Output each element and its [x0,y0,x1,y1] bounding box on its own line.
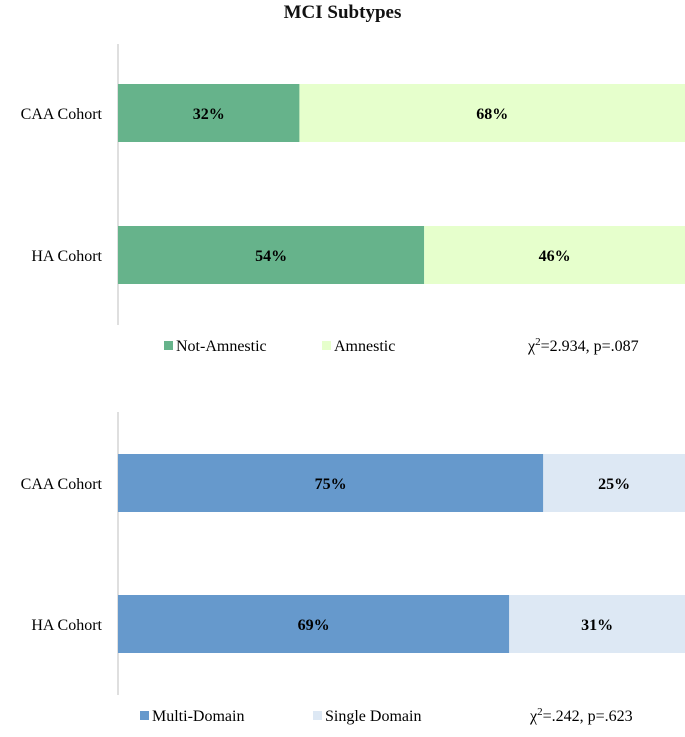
legend-label: Not-Amnestic [176,338,267,355]
bar-segment [118,226,425,284]
data-label: 69% [298,617,330,634]
bar-segment [509,595,685,653]
legend-label: Single Domain [325,708,421,725]
data-label: 46% [539,248,571,265]
legend-label: Multi-Domain [152,708,244,725]
legend-swatch [322,341,331,350]
data-label: 68% [476,106,508,123]
legend-swatch [313,711,322,720]
stat-annotation: χ2=.242, p=.623 [529,706,633,725]
data-label: 31% [581,617,613,634]
bar-segment [299,84,685,142]
bar-segment [118,454,544,512]
category-label: HA Cohort [31,617,102,634]
data-label: 75% [315,476,347,493]
legend-swatch [164,341,173,350]
data-label: 25% [598,476,630,493]
data-label: 54% [255,248,287,265]
category-label: CAA Cohort [21,106,103,123]
bar-segment [118,595,510,653]
stat-annotation: χ2=2.934, p=.087 [527,336,639,355]
bar-segment [543,454,685,512]
bar-segment [424,226,685,284]
bar-segment [118,84,300,142]
category-label: HA Cohort [31,248,102,265]
category-label: CAA Cohort [21,476,103,493]
legend-swatch [140,711,149,720]
chart-title: MCI Subtypes [283,2,402,23]
legend-label: Amnestic [334,338,395,355]
data-label: 32% [193,106,225,123]
